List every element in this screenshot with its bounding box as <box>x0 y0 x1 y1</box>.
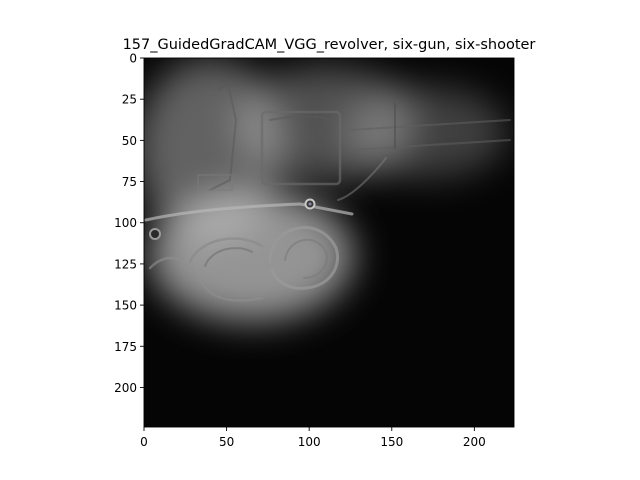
x-tick-label-50: 50 <box>219 435 234 449</box>
y-tick-label-50: 50 <box>122 134 137 148</box>
plot-area <box>143 57 515 428</box>
y-tick-label-200: 200 <box>114 381 137 395</box>
x-tick-label-200: 200 <box>463 435 486 449</box>
y-axis: 0 25 50 75 100 125 150 175 200 <box>114 52 144 395</box>
heatmap-region-3 <box>342 86 508 179</box>
y-tick-label-0: 0 <box>129 52 137 66</box>
y-tick-label-100: 100 <box>114 216 137 230</box>
chart-title: 157_GuidedGradCAM_VGG_revolver, six-gun,… <box>123 37 536 53</box>
y-tick-label-25: 25 <box>122 93 137 107</box>
x-tick-label-0: 0 <box>140 435 148 449</box>
revolver-outline <box>144 82 511 302</box>
x-axis: 0 50 100 150 200 <box>140 427 486 449</box>
y-tick-label-75: 75 <box>122 175 137 189</box>
y-tick-label-150: 150 <box>114 299 137 313</box>
y-tick-label-125: 125 <box>114 257 137 271</box>
x-tick-label-100: 100 <box>298 435 321 449</box>
x-tick-label-150: 150 <box>380 435 403 449</box>
axes-frame <box>143 57 515 428</box>
y-tick-label-175: 175 <box>114 340 137 354</box>
